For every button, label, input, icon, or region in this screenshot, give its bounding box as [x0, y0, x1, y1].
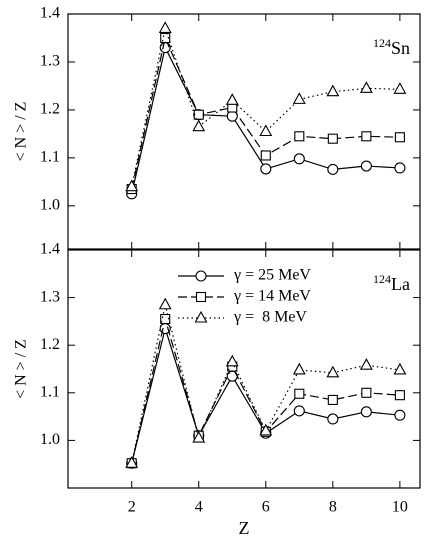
x-tick-label: 6 — [262, 499, 270, 516]
y-tick-label: 1.0 — [40, 197, 60, 214]
marker — [359, 81, 373, 93]
legend-marker — [195, 291, 207, 303]
legend-label: γ = 14 MeV — [233, 288, 311, 305]
marker — [393, 362, 407, 375]
y-axis-label: < N > / Z — [13, 339, 30, 399]
plot-frame — [67, 13, 421, 250]
y-tick-label: 1.3 — [40, 288, 60, 305]
x-tick-label: 4 — [195, 499, 203, 516]
marker — [192, 119, 206, 132]
y-axis-label: < N > / Z — [13, 102, 30, 162]
marker — [193, 109, 204, 120]
panel-label-element: Sn — [391, 38, 410, 58]
plot-frame — [67, 249, 421, 489]
marker — [326, 84, 340, 97]
marker — [360, 406, 372, 418]
marker — [294, 131, 305, 142]
marker — [327, 413, 339, 425]
y-tick-label: 1.2 — [40, 101, 60, 118]
marker — [394, 409, 406, 421]
y-tick-label: 1.4 — [40, 5, 60, 22]
y-tick-label: 1.3 — [40, 53, 60, 70]
marker — [361, 131, 372, 142]
marker — [394, 390, 405, 401]
series-line — [131, 326, 400, 464]
legend-label: γ = 25 MeV — [233, 267, 311, 284]
marker — [327, 394, 338, 405]
marker — [327, 133, 338, 144]
marker — [225, 93, 239, 105]
marker — [260, 150, 271, 161]
marker — [394, 162, 406, 174]
marker — [394, 132, 405, 143]
y-tick-label: 1.1 — [40, 383, 60, 400]
marker — [292, 92, 306, 104]
marker — [158, 297, 172, 310]
marker — [259, 423, 273, 436]
marker — [294, 388, 305, 399]
marker — [327, 163, 339, 175]
series-line — [131, 304, 400, 464]
marker — [326, 365, 340, 378]
x-axis-label: Z — [239, 518, 250, 538]
marker — [259, 124, 273, 137]
marker — [360, 160, 372, 172]
y-tick-label: 1.1 — [40, 149, 60, 166]
panel-label: 124La — [373, 272, 410, 294]
panel-label-element: La — [391, 274, 410, 294]
marker — [159, 42, 171, 54]
marker — [260, 163, 272, 175]
panel-label-mass: 124 — [373, 36, 391, 50]
marker — [359, 358, 373, 370]
series-line — [131, 316, 400, 464]
panel-label-mass: 124 — [373, 272, 391, 286]
marker — [393, 82, 407, 94]
x-tick-label: 8 — [329, 499, 337, 516]
y-tick-label: 1.0 — [40, 431, 60, 448]
marker — [292, 362, 306, 375]
legend-marker — [195, 270, 207, 282]
marker — [192, 430, 206, 443]
x-tick-label: 2 — [128, 499, 136, 516]
marker — [158, 21, 172, 33]
marker — [225, 354, 239, 367]
marker — [293, 153, 305, 165]
marker — [293, 405, 305, 417]
x-tick-label: 10 — [392, 499, 408, 516]
marker — [361, 387, 372, 398]
legend-marker — [194, 310, 208, 323]
y-tick-label: 1.2 — [40, 336, 60, 353]
legend-label: γ = 8 MeV — [233, 309, 307, 326]
panel-label: 124Sn — [373, 36, 410, 58]
marker — [125, 456, 139, 468]
marker — [125, 179, 139, 192]
y-tick-label: 1.4 — [40, 241, 60, 258]
marker — [160, 32, 171, 44]
marker — [160, 313, 171, 325]
